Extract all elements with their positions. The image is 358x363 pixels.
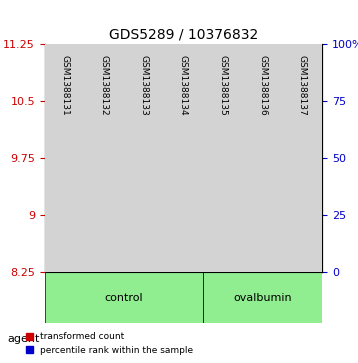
- Point: [141, 80, 147, 86]
- Text: ovalbumin: ovalbumin: [233, 293, 292, 303]
- Text: agent: agent: [7, 334, 39, 344]
- Text: GSM1388133: GSM1388133: [139, 55, 148, 116]
- Bar: [92, 271, 116, 272]
- Point: [300, 46, 305, 52]
- Bar: [132, 211, 156, 272]
- Bar: [171, 236, 195, 272]
- Title: GDS5289 / 10376832: GDS5289 / 10376832: [109, 27, 258, 41]
- Text: GSM1388132: GSM1388132: [100, 55, 109, 116]
- Legend: transformed count, percentile rank within the sample: transformed count, percentile rank withi…: [23, 329, 197, 359]
- Point: [180, 86, 186, 92]
- Bar: [290, 93, 314, 272]
- Bar: [211, 95, 235, 272]
- Text: GSM1388134: GSM1388134: [179, 55, 188, 116]
- Text: GSM1388136: GSM1388136: [258, 55, 267, 116]
- Point: [220, 46, 226, 52]
- Point: [62, 86, 67, 92]
- FancyBboxPatch shape: [203, 272, 322, 323]
- Bar: [251, 91, 275, 272]
- Text: control: control: [105, 293, 143, 303]
- Text: GSM1388137: GSM1388137: [298, 55, 307, 116]
- FancyBboxPatch shape: [45, 272, 203, 323]
- Point: [101, 86, 107, 92]
- Text: GSM1388131: GSM1388131: [60, 55, 69, 116]
- Text: GSM1388135: GSM1388135: [219, 55, 228, 116]
- Bar: [53, 267, 77, 272]
- Point: [260, 46, 266, 52]
